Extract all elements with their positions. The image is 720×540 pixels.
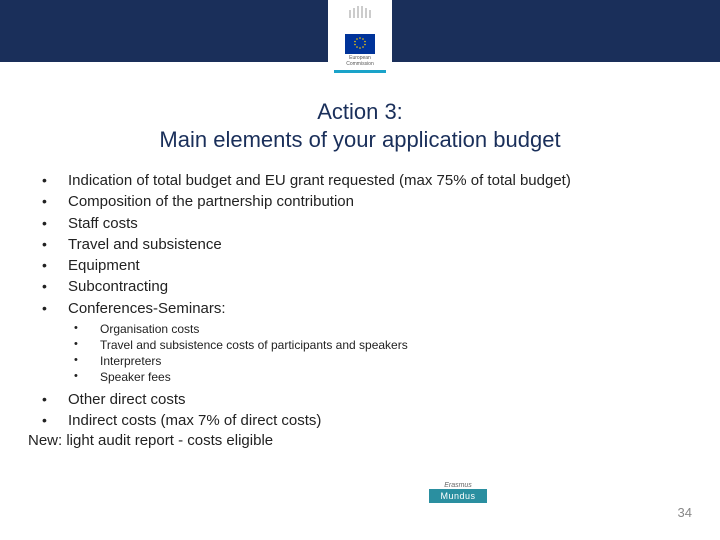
list-item: Composition of the partnership contribut… (38, 192, 692, 212)
list-item: Conferences-Seminars: (38, 299, 692, 319)
erasmus-logo-band: Mundus (429, 489, 487, 503)
main-bullet-list: Indication of total budget and EU grant … (28, 171, 692, 319)
logo-underline (334, 70, 386, 73)
page-number: 34 (678, 505, 692, 520)
list-item: Indirect costs (max 7% of direct costs) (38, 411, 692, 431)
list-item: Speaker fees (70, 369, 692, 385)
footnote-text: New: light audit report - costs eligible (28, 432, 692, 449)
list-item: Travel and subsistence costs of particip… (70, 337, 692, 353)
list-item: Organisation costs (70, 321, 692, 337)
list-item: Interpreters (70, 353, 692, 369)
erasmus-mundus-logo: Erasmus Mundus (428, 482, 488, 518)
eu-flag-icon (345, 34, 375, 54)
list-item: Other direct costs (38, 390, 692, 410)
list-item: Subcontracting (38, 277, 692, 297)
header-bar: European Commission (0, 0, 720, 62)
list-item: Travel and subsistence (38, 235, 692, 255)
ec-logo-text: European Commission (346, 56, 374, 67)
sub-bullet-list: Organisation costs Travel and subsistenc… (28, 321, 692, 386)
slide-content: Action 3: Main elements of your applicat… (0, 62, 720, 449)
list-item: Equipment (38, 256, 692, 276)
title-line2: Main elements of your application budget (159, 127, 560, 152)
title-line1: Action 3: (317, 99, 403, 124)
slide-title: Action 3: Main elements of your applicat… (28, 98, 692, 153)
list-item: Indication of total budget and EU grant … (38, 171, 692, 191)
main-bullet-list-after: Other direct costs Indirect costs (max 7… (28, 390, 692, 432)
ec-logo: European Commission (328, 0, 392, 90)
logo-line2: Commission (346, 61, 374, 67)
ec-logo-graphic (346, 4, 374, 32)
list-item: Staff costs (38, 214, 692, 234)
erasmus-logo-top: Erasmus (444, 482, 472, 489)
